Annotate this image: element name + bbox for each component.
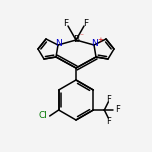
Text: +: + (97, 37, 103, 43)
Text: ⁻: ⁻ (79, 31, 83, 40)
Text: F: F (115, 105, 120, 114)
Text: F: F (83, 19, 89, 29)
Text: B: B (73, 36, 79, 45)
Text: F: F (106, 95, 111, 104)
Text: N: N (55, 40, 61, 48)
Text: Cl: Cl (38, 112, 47, 121)
Text: F: F (63, 19, 69, 29)
Text: F: F (106, 116, 111, 126)
Text: N: N (91, 40, 97, 48)
